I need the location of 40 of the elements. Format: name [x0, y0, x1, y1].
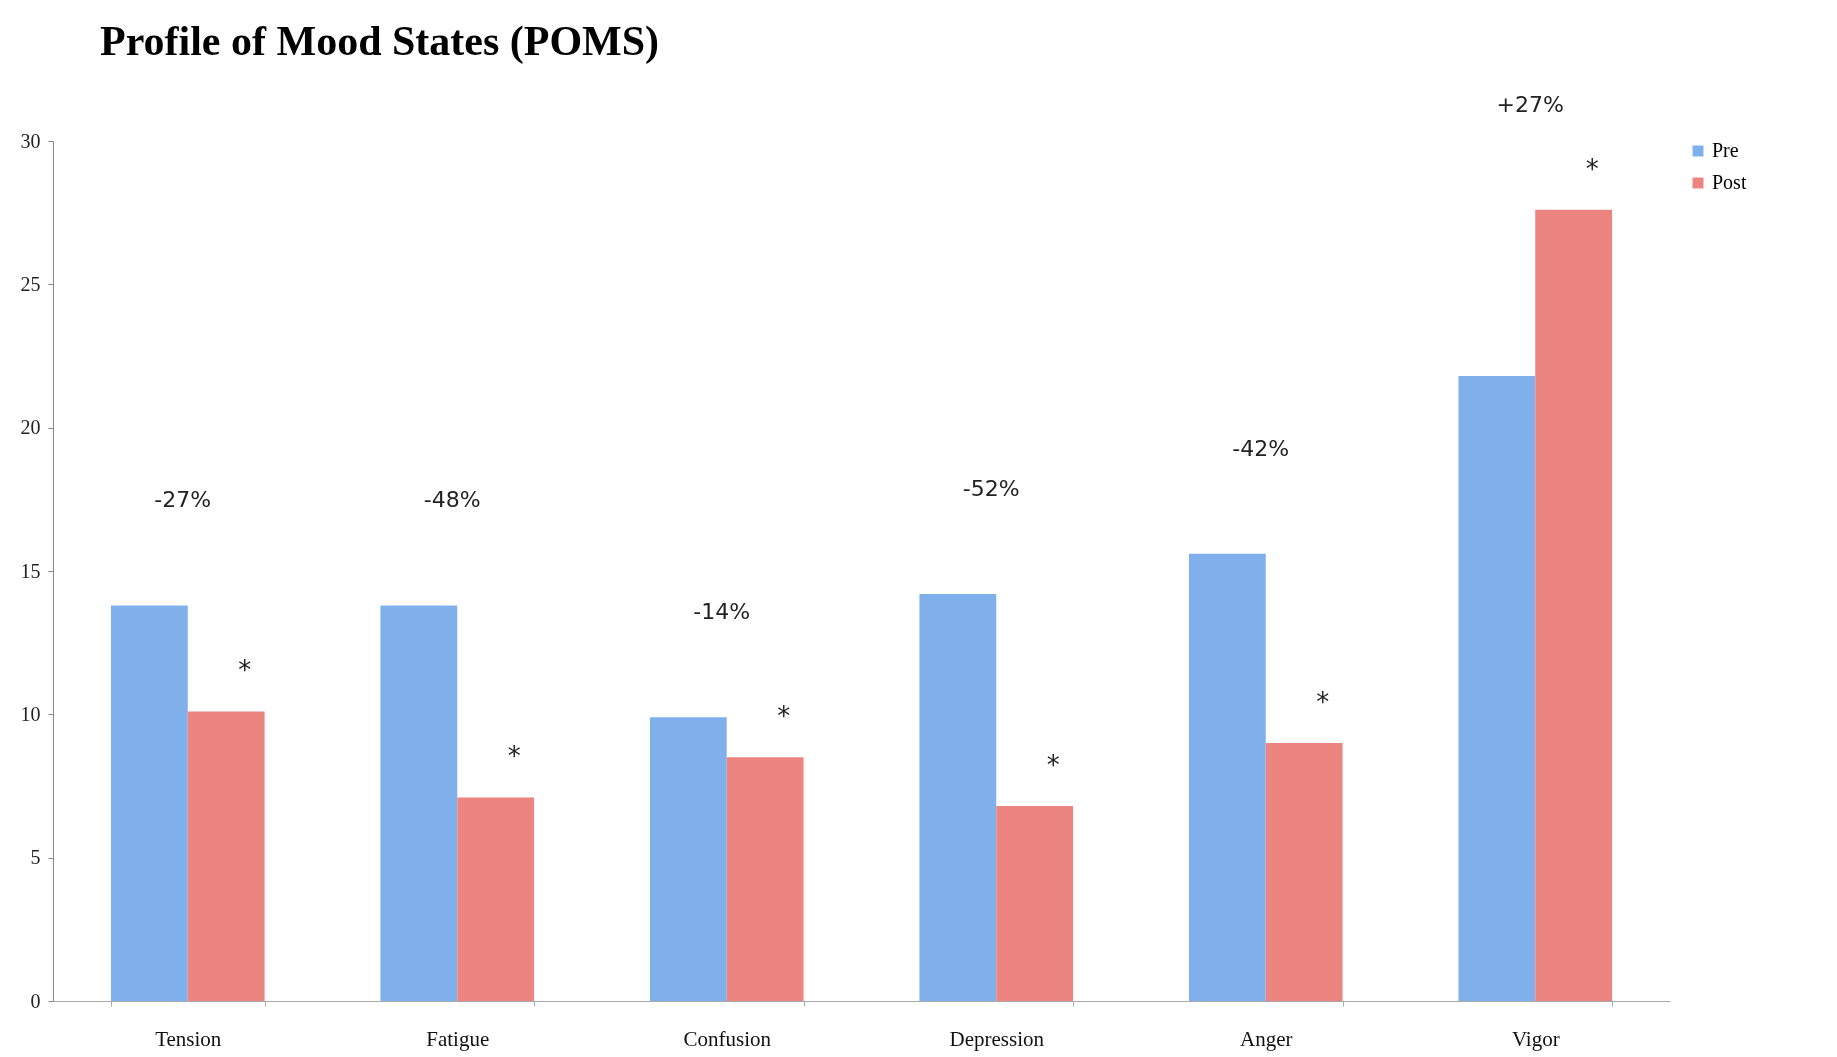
annotation: *	[238, 655, 252, 686]
y-tick-label: 20	[20, 416, 41, 439]
bar	[1265, 743, 1343, 1001]
x-tick-label: Fatigue	[426, 1026, 490, 1051]
bar	[380, 605, 458, 1001]
chart-title: Profile of Mood States (POMS)	[100, 17, 660, 65]
annotation: *	[1046, 750, 1060, 781]
annotation: *	[1316, 687, 1330, 717]
x-tick-label: Vigor	[1511, 1026, 1560, 1051]
x-tick-label: Confusion	[683, 1026, 772, 1051]
y-tick-label: 30	[20, 129, 41, 152]
annotation: -14%	[693, 599, 751, 625]
text: +27%	[1496, 91, 1564, 117]
bar	[457, 797, 535, 1001]
annotation: *	[777, 701, 791, 732]
y-tick-label: 25	[20, 272, 41, 295]
bar	[1188, 553, 1266, 1001]
bar	[1458, 376, 1536, 1001]
bar	[649, 717, 727, 1001]
bar	[919, 593, 997, 1001]
annotation: -52%	[962, 475, 1020, 501]
legend-label: Post	[1712, 171, 1747, 193]
annotation: *	[1585, 153, 1599, 184]
y-tick-label: 10	[20, 702, 41, 725]
annotation: *	[507, 741, 521, 772]
x-tick-label: Tension	[155, 1026, 222, 1051]
x-tick-label: Anger	[1240, 1026, 1293, 1051]
bar	[1535, 209, 1613, 1001]
x-tick-label: Depression	[949, 1026, 1045, 1051]
bar	[187, 711, 265, 1001]
bar	[996, 806, 1074, 1001]
y-tick-label: 5	[30, 846, 41, 869]
bar	[110, 605, 188, 1001]
annotation: -48%	[423, 487, 481, 513]
annotation: -42%	[1232, 435, 1290, 461]
y-tick-label: 0	[30, 989, 41, 1012]
annotation: -27%	[154, 487, 212, 513]
y-tick-label: 15	[20, 559, 41, 582]
legend-label: Pre	[1712, 139, 1739, 161]
bar	[726, 757, 804, 1001]
